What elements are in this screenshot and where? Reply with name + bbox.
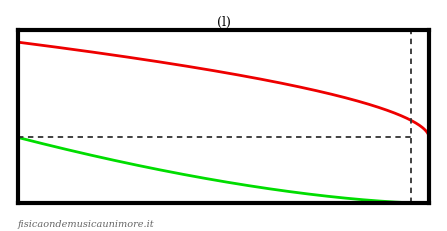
Title: (l): (l) [216, 16, 231, 29]
Text: fisicaondemusicaunimore.it: fisicaondemusicaunimore.it [18, 220, 155, 229]
